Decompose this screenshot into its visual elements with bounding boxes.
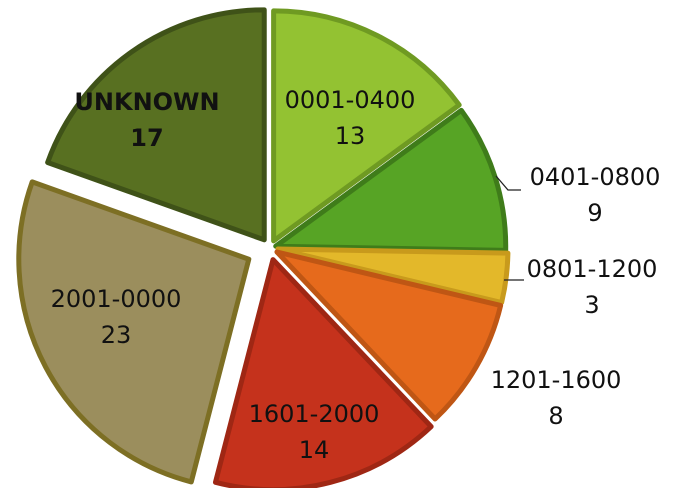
pie-slice-0001-0400 [271, 8, 462, 244]
data-label-category: UNKNOWN [74, 88, 219, 116]
pie-slice-0401-0800 [273, 107, 509, 253]
pie-slices [16, 7, 511, 488]
data-label-category: 0401-0800 [530, 163, 661, 191]
data-label-value: 14 [299, 436, 330, 464]
data-label-category: 0001-0400 [285, 86, 416, 114]
data-label-category: 2001-0000 [51, 285, 182, 313]
pie-slice-unknown [45, 7, 267, 243]
pie-slice-2001-0000 [16, 179, 252, 485]
data-label-1201-1600: 1201-1600 8 [491, 366, 622, 430]
data-label-value: 17 [130, 124, 163, 152]
data-label-category: 0801-1200 [527, 255, 658, 283]
label-leader-lines [495, 175, 524, 281]
data-label-2001-0000: 2001-0000 23 [51, 285, 182, 349]
data-label-0001-0400: 0001-0400 13 [285, 86, 416, 150]
data-label-0801-1200: 0801-1200 3 [527, 255, 658, 319]
data-label-value: 9 [587, 199, 602, 227]
pie-slice-0801-1200 [275, 246, 511, 305]
pie-slice-1201-1600 [274, 249, 504, 422]
slice-labels: 0001-0400 13 0401-0800 9 0801-1200 3 1201-1600… [51, 86, 661, 464]
data-label-1601-2000: 1601-2000 14 [249, 400, 380, 464]
data-label-category: 1201-1600 [491, 366, 622, 394]
leader-line-0401-0800 [495, 175, 521, 191]
data-label-unknown: UNKNOWN 17 [74, 88, 219, 152]
pie-slice-1601-2000 [212, 257, 434, 488]
data-label-0401-0800: 0401-0800 9 [530, 163, 661, 227]
data-label-value: 8 [548, 402, 563, 430]
data-label-value: 23 [101, 321, 132, 349]
data-label-category: 1601-2000 [249, 400, 380, 428]
data-label-value: 13 [335, 122, 366, 150]
data-label-value: 3 [584, 291, 599, 319]
